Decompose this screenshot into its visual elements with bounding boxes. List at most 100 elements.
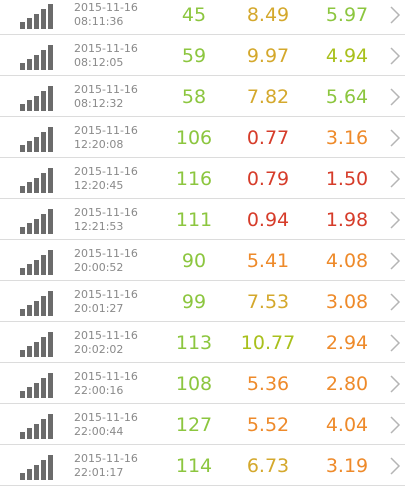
test-date: 2015-11-16 [74, 83, 138, 96]
test-time: 08:12:05 [74, 56, 124, 69]
test-date: 2015-11-16 [74, 329, 138, 342]
signal-strength-icon [20, 414, 53, 439]
timestamp: 2015-11-16 08:12:32 [74, 83, 138, 111]
timestamp: 2015-11-16 08:11:36 [74, 1, 138, 29]
test-date: 2015-11-16 [74, 247, 138, 260]
timestamp: 2015-11-16 08:12:05 [74, 42, 138, 70]
upload-value: 2.94 [325, 332, 369, 354]
upload-value: 1.98 [325, 209, 369, 231]
history-row[interactable]: 2015-11-16 20:02:02 113 10.77 2.94 [0, 322, 405, 363]
download-value: 5.41 [246, 250, 290, 272]
chevron-right-icon[interactable] [389, 415, 401, 435]
history-row[interactable]: 2015-11-16 12:21:53 111 0.94 1.98 [0, 199, 405, 240]
ping-value: 106 [175, 127, 213, 149]
signal-strength-icon [20, 209, 53, 234]
ping-value: 114 [175, 455, 213, 477]
test-time: 12:20:08 [74, 138, 124, 151]
history-row[interactable]: 2015-11-16 12:20:45 116 0.79 1.50 [0, 158, 405, 199]
upload-value: 3.16 [325, 127, 369, 149]
timestamp: 2015-11-16 12:20:08 [74, 124, 138, 152]
upload-value: 3.19 [325, 455, 369, 477]
test-date: 2015-11-16 [74, 206, 138, 219]
ping-value: 127 [175, 414, 213, 436]
download-value: 0.94 [246, 209, 290, 231]
download-value: 5.36 [246, 373, 290, 395]
test-time: 22:00:44 [74, 425, 124, 438]
test-time: 08:12:32 [74, 97, 124, 110]
signal-strength-icon [20, 168, 53, 193]
history-row[interactable]: 2015-11-16 08:11:36 45 8.49 5.97 [0, 0, 405, 35]
timestamp: 2015-11-16 12:20:45 [74, 165, 138, 193]
timestamp: 2015-11-16 22:01:17 [74, 452, 138, 480]
chevron-right-icon[interactable] [389, 292, 401, 312]
download-value: 0.79 [246, 168, 290, 190]
test-date: 2015-11-16 [74, 370, 138, 383]
chevron-right-icon[interactable] [389, 46, 401, 66]
ping-value: 90 [181, 250, 207, 272]
download-value: 6.73 [246, 455, 290, 477]
chevron-right-icon[interactable] [389, 128, 401, 148]
timestamp: 2015-11-16 22:00:16 [74, 370, 138, 398]
test-date: 2015-11-16 [74, 288, 138, 301]
chevron-right-icon[interactable] [389, 5, 401, 25]
chevron-right-icon[interactable] [389, 169, 401, 189]
download-value: 5.52 [246, 414, 290, 436]
test-date: 2015-11-16 [74, 452, 138, 465]
upload-value: 3.08 [325, 291, 369, 313]
ping-value: 99 [181, 291, 207, 313]
history-row[interactable]: 2015-11-16 22:00:44 127 5.52 4.04 [0, 404, 405, 445]
signal-strength-icon [20, 455, 53, 480]
history-row[interactable]: 2015-11-16 22:01:17 114 6.73 3.19 [0, 445, 405, 486]
upload-value: 4.04 [325, 414, 369, 436]
download-value: 0.77 [246, 127, 290, 149]
history-row[interactable]: 2015-11-16 12:20:08 106 0.77 3.16 [0, 117, 405, 158]
upload-value: 5.64 [325, 86, 369, 108]
timestamp: 2015-11-16 20:02:02 [74, 329, 138, 357]
test-date: 2015-11-16 [74, 165, 138, 178]
history-row[interactable]: 2015-11-16 20:01:27 99 7.53 3.08 [0, 281, 405, 322]
download-value: 10.77 [240, 332, 296, 354]
history-row[interactable]: 2015-11-16 20:00:52 90 5.41 4.08 [0, 240, 405, 281]
upload-value: 5.97 [325, 4, 369, 26]
ping-value: 58 [181, 86, 207, 108]
test-date: 2015-11-16 [74, 1, 138, 14]
signal-strength-icon [20, 332, 53, 357]
test-time: 20:02:02 [74, 343, 124, 356]
upload-value: 4.08 [325, 250, 369, 272]
signal-strength-icon [20, 4, 53, 29]
history-row[interactable]: 2015-11-16 08:12:05 59 9.97 4.94 [0, 35, 405, 76]
timestamp: 2015-11-16 12:21:53 [74, 206, 138, 234]
chevron-right-icon[interactable] [389, 374, 401, 394]
upload-value: 2.80 [325, 373, 369, 395]
test-time: 20:00:52 [74, 261, 124, 274]
chevron-right-icon[interactable] [389, 87, 401, 107]
test-time: 12:21:53 [74, 220, 124, 233]
ping-value: 59 [181, 45, 207, 67]
test-date: 2015-11-16 [74, 42, 138, 55]
download-value: 7.53 [246, 291, 290, 313]
ping-value: 116 [175, 168, 213, 190]
timestamp: 2015-11-16 20:00:52 [74, 247, 138, 275]
download-value: 7.82 [246, 86, 290, 108]
signal-strength-icon [20, 127, 53, 152]
chevron-right-icon[interactable] [389, 210, 401, 230]
chevron-right-icon[interactable] [389, 251, 401, 271]
test-time: 20:01:27 [74, 302, 124, 315]
timestamp: 2015-11-16 22:00:44 [74, 411, 138, 439]
ping-value: 113 [175, 332, 213, 354]
signal-strength-icon [20, 86, 53, 111]
signal-strength-icon [20, 373, 53, 398]
signal-strength-icon [20, 291, 53, 316]
test-time: 22:01:17 [74, 466, 124, 479]
history-row[interactable]: 2015-11-16 22:00:16 108 5.36 2.80 [0, 363, 405, 404]
chevron-right-icon[interactable] [389, 333, 401, 353]
upload-value: 1.50 [325, 168, 369, 190]
signal-strength-icon [20, 45, 53, 70]
chevron-right-icon[interactable] [389, 456, 401, 476]
download-value: 8.49 [246, 4, 290, 26]
history-row[interactable]: 2015-11-16 08:12:32 58 7.82 5.64 [0, 76, 405, 117]
ping-value: 108 [175, 373, 213, 395]
test-date: 2015-11-16 [74, 124, 138, 137]
test-time: 08:11:36 [74, 15, 124, 28]
